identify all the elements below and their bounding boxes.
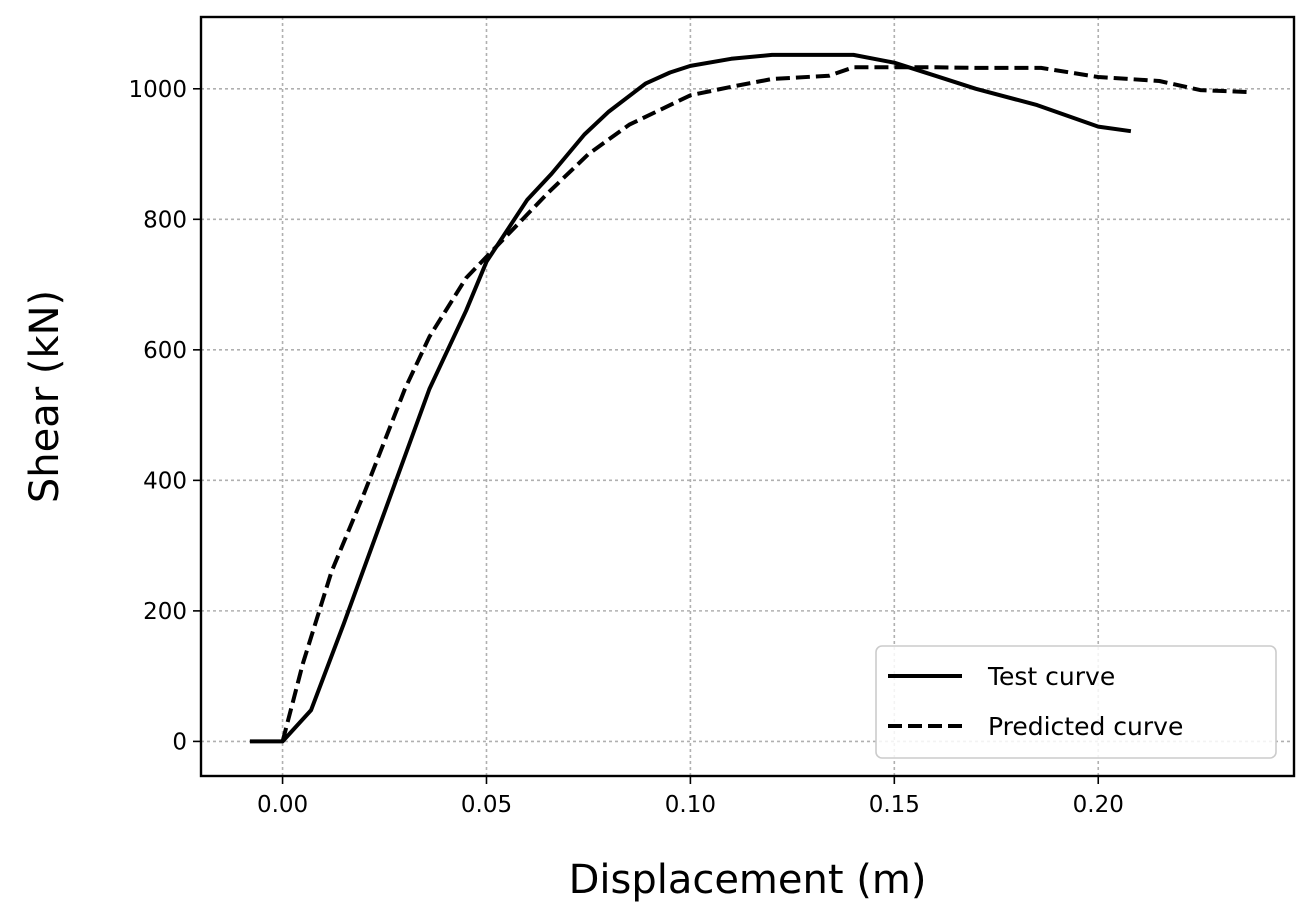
legend-label-test: Test curve (987, 662, 1115, 691)
series-line-test (249, 52, 1132, 744)
series-layer (249, 52, 1250, 744)
x-tick-label: 0.15 (869, 792, 920, 818)
y-tick-label: 1000 (128, 77, 187, 103)
legend-box (875, 645, 1277, 759)
grid (201, 17, 1294, 776)
legend: Test curve Predicted curve (875, 645, 1277, 759)
x-tick-label: 0.10 (665, 792, 716, 818)
x-tick-label: 0.20 (1073, 792, 1124, 818)
y-tick-label: 800 (143, 207, 187, 233)
series-line-predicted (280, 65, 1250, 742)
y-tick-label: 600 (143, 338, 187, 364)
x-tick-label: 0.05 (461, 792, 512, 818)
y-tick-label: 200 (143, 599, 187, 625)
y-tick-label: 400 (143, 468, 187, 494)
x-tick-label: 0.00 (257, 792, 308, 818)
x-axis-title: Displacement (m) (569, 857, 927, 903)
plot-frame (199, 15, 1296, 778)
tick-layer: 0.00 0.05 0.10 0.15 0.20 0 200 400 600 800 1000 (128, 77, 1123, 818)
y-tick-label: 0 (172, 729, 187, 755)
y-axis-title: Shear (kN) (22, 290, 68, 503)
legend-label-predicted: Predicted curve (988, 712, 1183, 741)
